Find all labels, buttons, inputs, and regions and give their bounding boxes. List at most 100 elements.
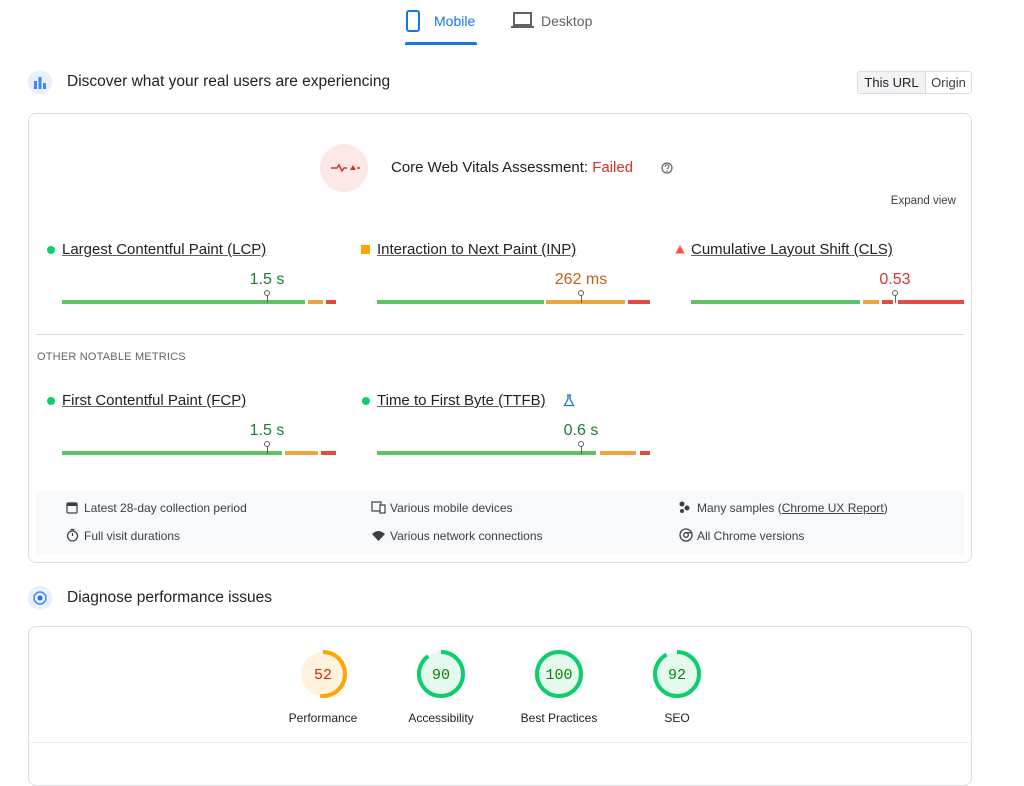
note-devices: Various mobile devices <box>390 501 513 515</box>
gauge-score: 90 <box>432 667 450 684</box>
metric-name[interactable]: Interaction to Next Paint (INP) <box>377 241 577 258</box>
chrome-icon <box>679 528 693 542</box>
tab-desktop[interactable]: Desktop <box>541 13 593 29</box>
divider <box>36 334 964 335</box>
timer-icon <box>66 528 79 542</box>
wifi-icon <box>372 531 385 541</box>
metric-value: 1.5 s <box>249 422 285 439</box>
assessment-icon <box>320 144 368 192</box>
rating-good-icon <box>47 246 55 254</box>
note-text: ) <box>883 501 888 515</box>
percentile-marker-dot <box>264 290 270 296</box>
gauge-arc <box>535 650 583 698</box>
toggle-this-url[interactable]: This URL <box>858 72 926 93</box>
lab-icon <box>28 586 52 610</box>
gauge-score: 100 <box>545 667 572 684</box>
percentile-marker <box>580 293 582 303</box>
assessment-label: Core Web Vitals Assessment: <box>391 159 589 176</box>
gauge-background <box>537 652 581 696</box>
percentile-marker <box>266 293 268 303</box>
tab-indicator <box>405 42 477 45</box>
toggle-origin[interactable]: Origin <box>931 75 966 90</box>
crux-link[interactable]: Chrome UX Report <box>781 501 884 515</box>
percentile-marker-dot <box>264 441 270 447</box>
distribution-segment <box>882 300 893 304</box>
rating-average-icon <box>361 245 370 254</box>
distribution-segment <box>628 300 650 304</box>
field-title: Discover what your real users are experi… <box>67 73 391 90</box>
gauge-background <box>419 652 463 696</box>
mobile-icon <box>406 10 420 32</box>
lab-title: Diagnose performance issues <box>67 589 273 606</box>
gauge-background <box>301 652 345 696</box>
field-icon <box>28 70 52 94</box>
metric-value: 0.53 <box>879 271 911 288</box>
gauge-label: Performance <box>288 711 358 725</box>
note-versions: All Chrome versions <box>697 529 805 543</box>
field-card <box>28 113 972 563</box>
assessment-status: Failed <box>592 159 634 176</box>
gauge-score: 92 <box>668 667 686 684</box>
gauge-label: Accessibility <box>408 711 474 725</box>
page: PageSpeed Insights { "tabs": ["Mobile", … <box>28 10 972 786</box>
distribution-segment <box>62 300 305 304</box>
metric-name[interactable]: First Contentful Paint (FCP) <box>62 392 247 409</box>
metric-value: 262 ms <box>554 271 608 288</box>
calendar-icon <box>66 502 78 514</box>
score-gauge[interactable]: 92 <box>650 647 704 701</box>
percentile-marker <box>266 444 268 454</box>
percentile-marker <box>580 444 582 454</box>
expand-view[interactable]: Expand view <box>890 195 956 207</box>
note-samples: Many samples (Chrome UX Report) <box>697 501 888 515</box>
score-gauge[interactable]: 90 <box>414 647 468 701</box>
gauge-arc <box>299 650 347 698</box>
lab-card <box>28 626 972 786</box>
distribution-segment <box>691 300 860 304</box>
tab-mobile[interactable]: Mobile <box>434 13 476 29</box>
distribution-segment <box>377 451 596 455</box>
distribution-segment <box>62 451 282 455</box>
score-gauge[interactable]: 52 <box>296 647 350 701</box>
distribution-segment <box>863 300 879 304</box>
distribution-segment <box>321 451 336 455</box>
gauge-arc <box>417 650 465 698</box>
metric-value: 1.5 s <box>249 271 285 288</box>
percentile-marker-dot <box>578 290 584 296</box>
gauge-background <box>655 652 699 696</box>
distribution-segment <box>377 300 544 304</box>
percentile-marker-dot <box>578 441 584 447</box>
metric-name[interactable]: Largest Contentful Paint (LCP) <box>62 241 267 258</box>
metric-name[interactable]: Time to First Byte (TTFB) <box>377 392 546 409</box>
desktop-icon <box>511 12 534 28</box>
distribution-segment <box>308 300 323 304</box>
assessment: Core Web Vitals Assessment: Failed <box>391 159 633 176</box>
percentile-marker <box>894 293 896 303</box>
note-period: Latest 28-day collection period <box>84 501 247 515</box>
samples-icon <box>679 501 690 513</box>
other-metrics-heading: OTHER NOTABLE METRICS <box>37 351 186 363</box>
score-gauge[interactable]: 100 <box>532 647 586 701</box>
divider <box>29 742 971 743</box>
notes-box <box>36 491 964 554</box>
url-origin-toggle: This URL Origin <box>857 71 972 94</box>
distribution-segment <box>285 451 318 455</box>
distribution-segment <box>326 300 336 304</box>
percentile-marker-dot <box>892 290 898 296</box>
experimental-icon <box>563 394 575 407</box>
help-icon[interactable] <box>661 162 673 174</box>
distribution-segment <box>898 300 964 304</box>
rating-good-icon <box>362 397 370 405</box>
note-text: Many samples ( <box>697 501 782 515</box>
distribution-segment <box>600 451 636 455</box>
note-network: Various network connections <box>390 529 543 543</box>
metric-name[interactable]: Cumulative Layout Shift (CLS) <box>691 241 893 258</box>
distribution-segment <box>640 451 650 455</box>
devices-icon <box>371 501 386 514</box>
distribution-segment <box>546 300 625 304</box>
rating-poor-icon <box>675 245 685 254</box>
note-durations: Full visit durations <box>84 529 181 543</box>
gauge-arc <box>653 650 701 698</box>
rating-good-icon <box>47 397 55 405</box>
gauge-score: 52 <box>314 667 332 684</box>
gauge-label: SEO <box>664 711 690 725</box>
